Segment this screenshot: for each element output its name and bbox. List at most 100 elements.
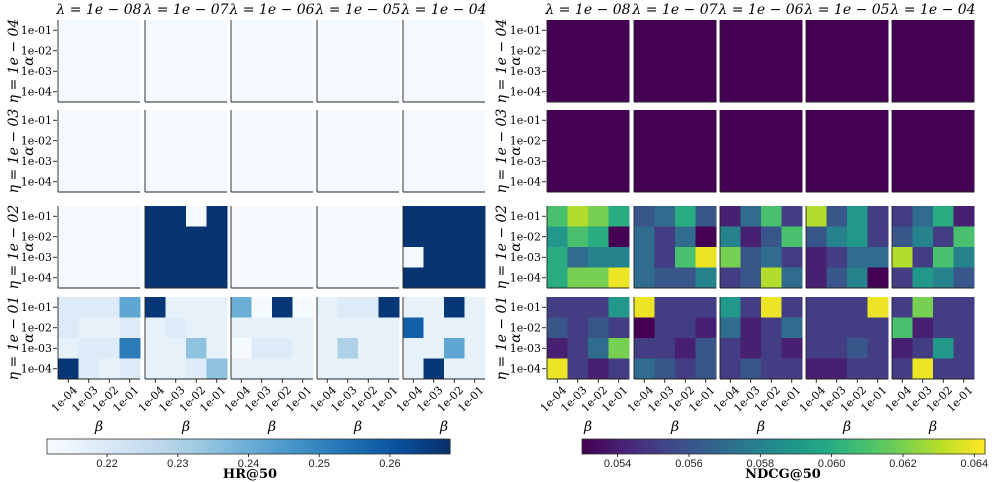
heatmap-cell <box>740 40 762 62</box>
column-title: λ = 1e − 07 <box>631 2 717 18</box>
heatmap-cell <box>119 247 141 268</box>
colorbar-segment <box>240 439 246 454</box>
colorbar-tick-label: 0.064 <box>961 458 989 470</box>
heatmap-cell <box>206 317 228 339</box>
heatmap-cell <box>358 267 379 289</box>
heatmap-cell <box>58 61 79 82</box>
heatmap-cell <box>892 20 913 41</box>
colorbar-segment <box>292 439 298 454</box>
heatmap-cell <box>608 130 630 152</box>
colorbar-segment <box>353 439 358 454</box>
heatmap-cell <box>761 226 782 248</box>
heatmap-cell <box>78 247 100 268</box>
colorbar-segment <box>614 439 619 454</box>
heatmap-cell <box>337 247 359 268</box>
heatmap-cell <box>547 81 568 103</box>
heatmap-cell <box>464 206 486 227</box>
x-axis-label: β <box>267 419 276 435</box>
heatmap-cell <box>933 171 954 193</box>
heatmap-cell <box>444 130 465 152</box>
heatmap-cell <box>251 40 273 62</box>
heatmap-cell <box>588 110 609 131</box>
heatmap-cell <box>231 206 252 227</box>
heatmap-cell <box>165 20 187 41</box>
colorbar-segment <box>256 439 262 454</box>
colorbar-segment <box>783 439 789 454</box>
heatmap-cell <box>654 130 676 152</box>
heatmap-cell <box>337 40 359 62</box>
colorbar-segment <box>47 439 52 454</box>
heatmap-cell <box>933 20 954 41</box>
colorbar-segment <box>107 439 113 454</box>
colorbar-segment <box>220 439 225 454</box>
heatmap-cell <box>78 40 100 62</box>
heatmap-cell <box>781 20 803 41</box>
colorbar-segment <box>864 439 869 454</box>
column-title: λ = 1e − 04 <box>889 2 975 18</box>
heatmap-cell <box>206 110 228 131</box>
heatmap-cell <box>634 358 655 380</box>
heatmap-cell <box>403 130 424 152</box>
heatmap-cell <box>403 338 424 359</box>
heatmap-cell <box>186 267 207 289</box>
heatmap-cell <box>781 61 803 82</box>
colorbar-segment <box>739 439 744 454</box>
heatmap-cell <box>867 317 889 339</box>
heatmap-cell <box>892 40 913 62</box>
heatmap-cell <box>272 110 293 131</box>
heatmap-cell <box>444 297 465 318</box>
heatmap-cell <box>337 338 359 359</box>
heatmap-cell <box>145 81 166 103</box>
heatmap-cell <box>292 151 314 172</box>
heatmap-cell <box>464 358 486 380</box>
heatmap-cell <box>608 358 630 380</box>
heatmap-cell <box>654 247 676 268</box>
heatmap-cell <box>567 206 589 227</box>
heatmap-cell <box>206 297 228 318</box>
x-axis-label: β <box>181 419 190 435</box>
heatmap-cell <box>608 317 630 339</box>
colorbar-segment <box>884 439 889 454</box>
heatmap-cell <box>186 171 207 193</box>
heatmap-cell <box>145 338 166 359</box>
heatmap-cell <box>933 317 954 339</box>
heatmap-cell <box>892 317 913 339</box>
heatmap-cell <box>337 267 359 289</box>
heatmap-cell <box>588 40 609 62</box>
heatmap-cell <box>588 130 609 152</box>
heatmap-cell <box>912 247 934 268</box>
colorbar-segment <box>839 439 845 454</box>
colorbar-segment <box>779 439 785 454</box>
heatmap-cell <box>165 267 187 289</box>
colorbar-segment <box>811 439 817 454</box>
heatmap-cell <box>165 317 187 339</box>
column-title: λ = 1e − 07 <box>142 2 228 18</box>
heatmap-cell <box>292 297 314 318</box>
heatmap-cell <box>317 110 338 131</box>
colorbar-segment <box>682 439 688 454</box>
heatmap-cell <box>358 317 379 339</box>
heatmap-cell <box>567 247 589 268</box>
y-tick-label: 1e-04 <box>510 175 541 188</box>
heatmap-cell <box>806 338 827 359</box>
heatmap-cell <box>892 171 913 193</box>
heatmap-cell <box>206 61 228 82</box>
heatmap-cell <box>781 40 803 62</box>
heatmap-cell <box>912 151 934 172</box>
colorbar-segment <box>280 439 286 454</box>
heatmap-cell <box>292 171 314 193</box>
heatmap-cell <box>423 267 445 289</box>
heatmap-cell <box>892 110 913 131</box>
heatmap-cell <box>847 267 868 289</box>
colorbar-segment <box>920 439 926 454</box>
heatmap-cell <box>806 206 827 227</box>
colorbar-segment <box>662 439 668 454</box>
heatmap-cell <box>251 61 273 82</box>
heatmap-cell <box>867 110 889 131</box>
heatmap-cell <box>206 40 228 62</box>
heatmap-cell <box>186 81 207 103</box>
heatmap-cell <box>99 20 120 41</box>
heatmap-cell <box>720 20 741 41</box>
colorbar-segment <box>268 439 274 454</box>
heatmap-cell <box>272 206 293 227</box>
